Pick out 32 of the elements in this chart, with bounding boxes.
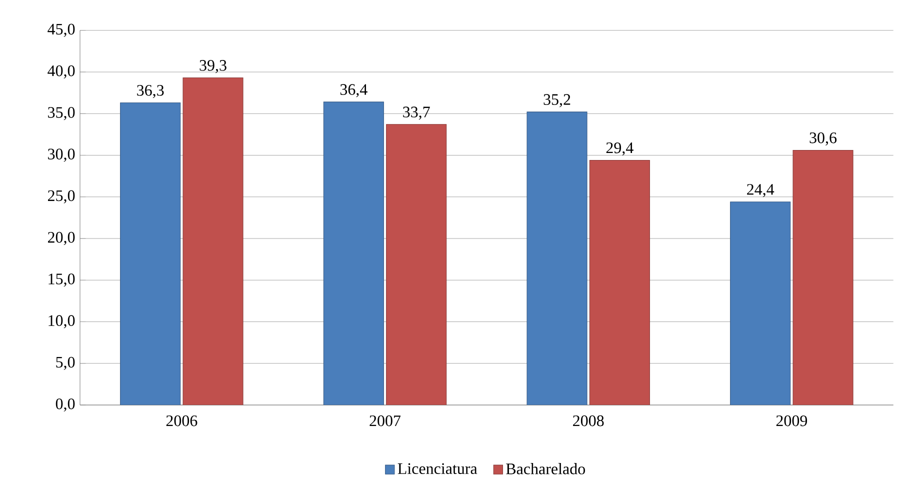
y-tick-label: 45,0 [48, 24, 75, 37]
data-label: 39,3 [200, 60, 226, 74]
data-label: 35,2 [544, 94, 570, 108]
y-tick-label: 0,0 [56, 398, 75, 412]
y-tick-label: 20,0 [48, 232, 75, 246]
x-tick-label: 2006 [166, 415, 198, 426]
y-tick-label: 5,0 [56, 356, 75, 370]
x-tick-label: 2008 [573, 415, 604, 426]
bar [120, 102, 181, 405]
y-tick-label: 10,0 [48, 315, 75, 328]
x-tick-label: 2009 [776, 415, 808, 426]
data-label: 24,4 [747, 184, 774, 198]
x-tick-label: 2007 [370, 415, 401, 426]
y-tick-label: 15,0 [48, 274, 75, 287]
bar [792, 150, 854, 405]
y-tick-label: 35,0 [48, 107, 75, 120]
data-label: 33,7 [403, 106, 430, 120]
data-label: 29,4 [606, 142, 634, 156]
bar [386, 124, 447, 405]
bar [730, 202, 791, 405]
y-tick-label: 30,0 [48, 148, 75, 162]
legend-label: Bacharelado [506, 463, 585, 474]
bar [589, 160, 650, 405]
bar [182, 78, 244, 405]
data-label: 30,6 [810, 132, 837, 146]
data-label: 36,4 [340, 84, 368, 98]
legend-label: Licenciatura [398, 463, 478, 474]
data-label: 36,3 [137, 84, 164, 98]
y-tick-label: 40,0 [48, 65, 75, 79]
bar [323, 102, 384, 405]
bar [526, 112, 588, 405]
y-tick-label: 25,0 [48, 190, 75, 204]
